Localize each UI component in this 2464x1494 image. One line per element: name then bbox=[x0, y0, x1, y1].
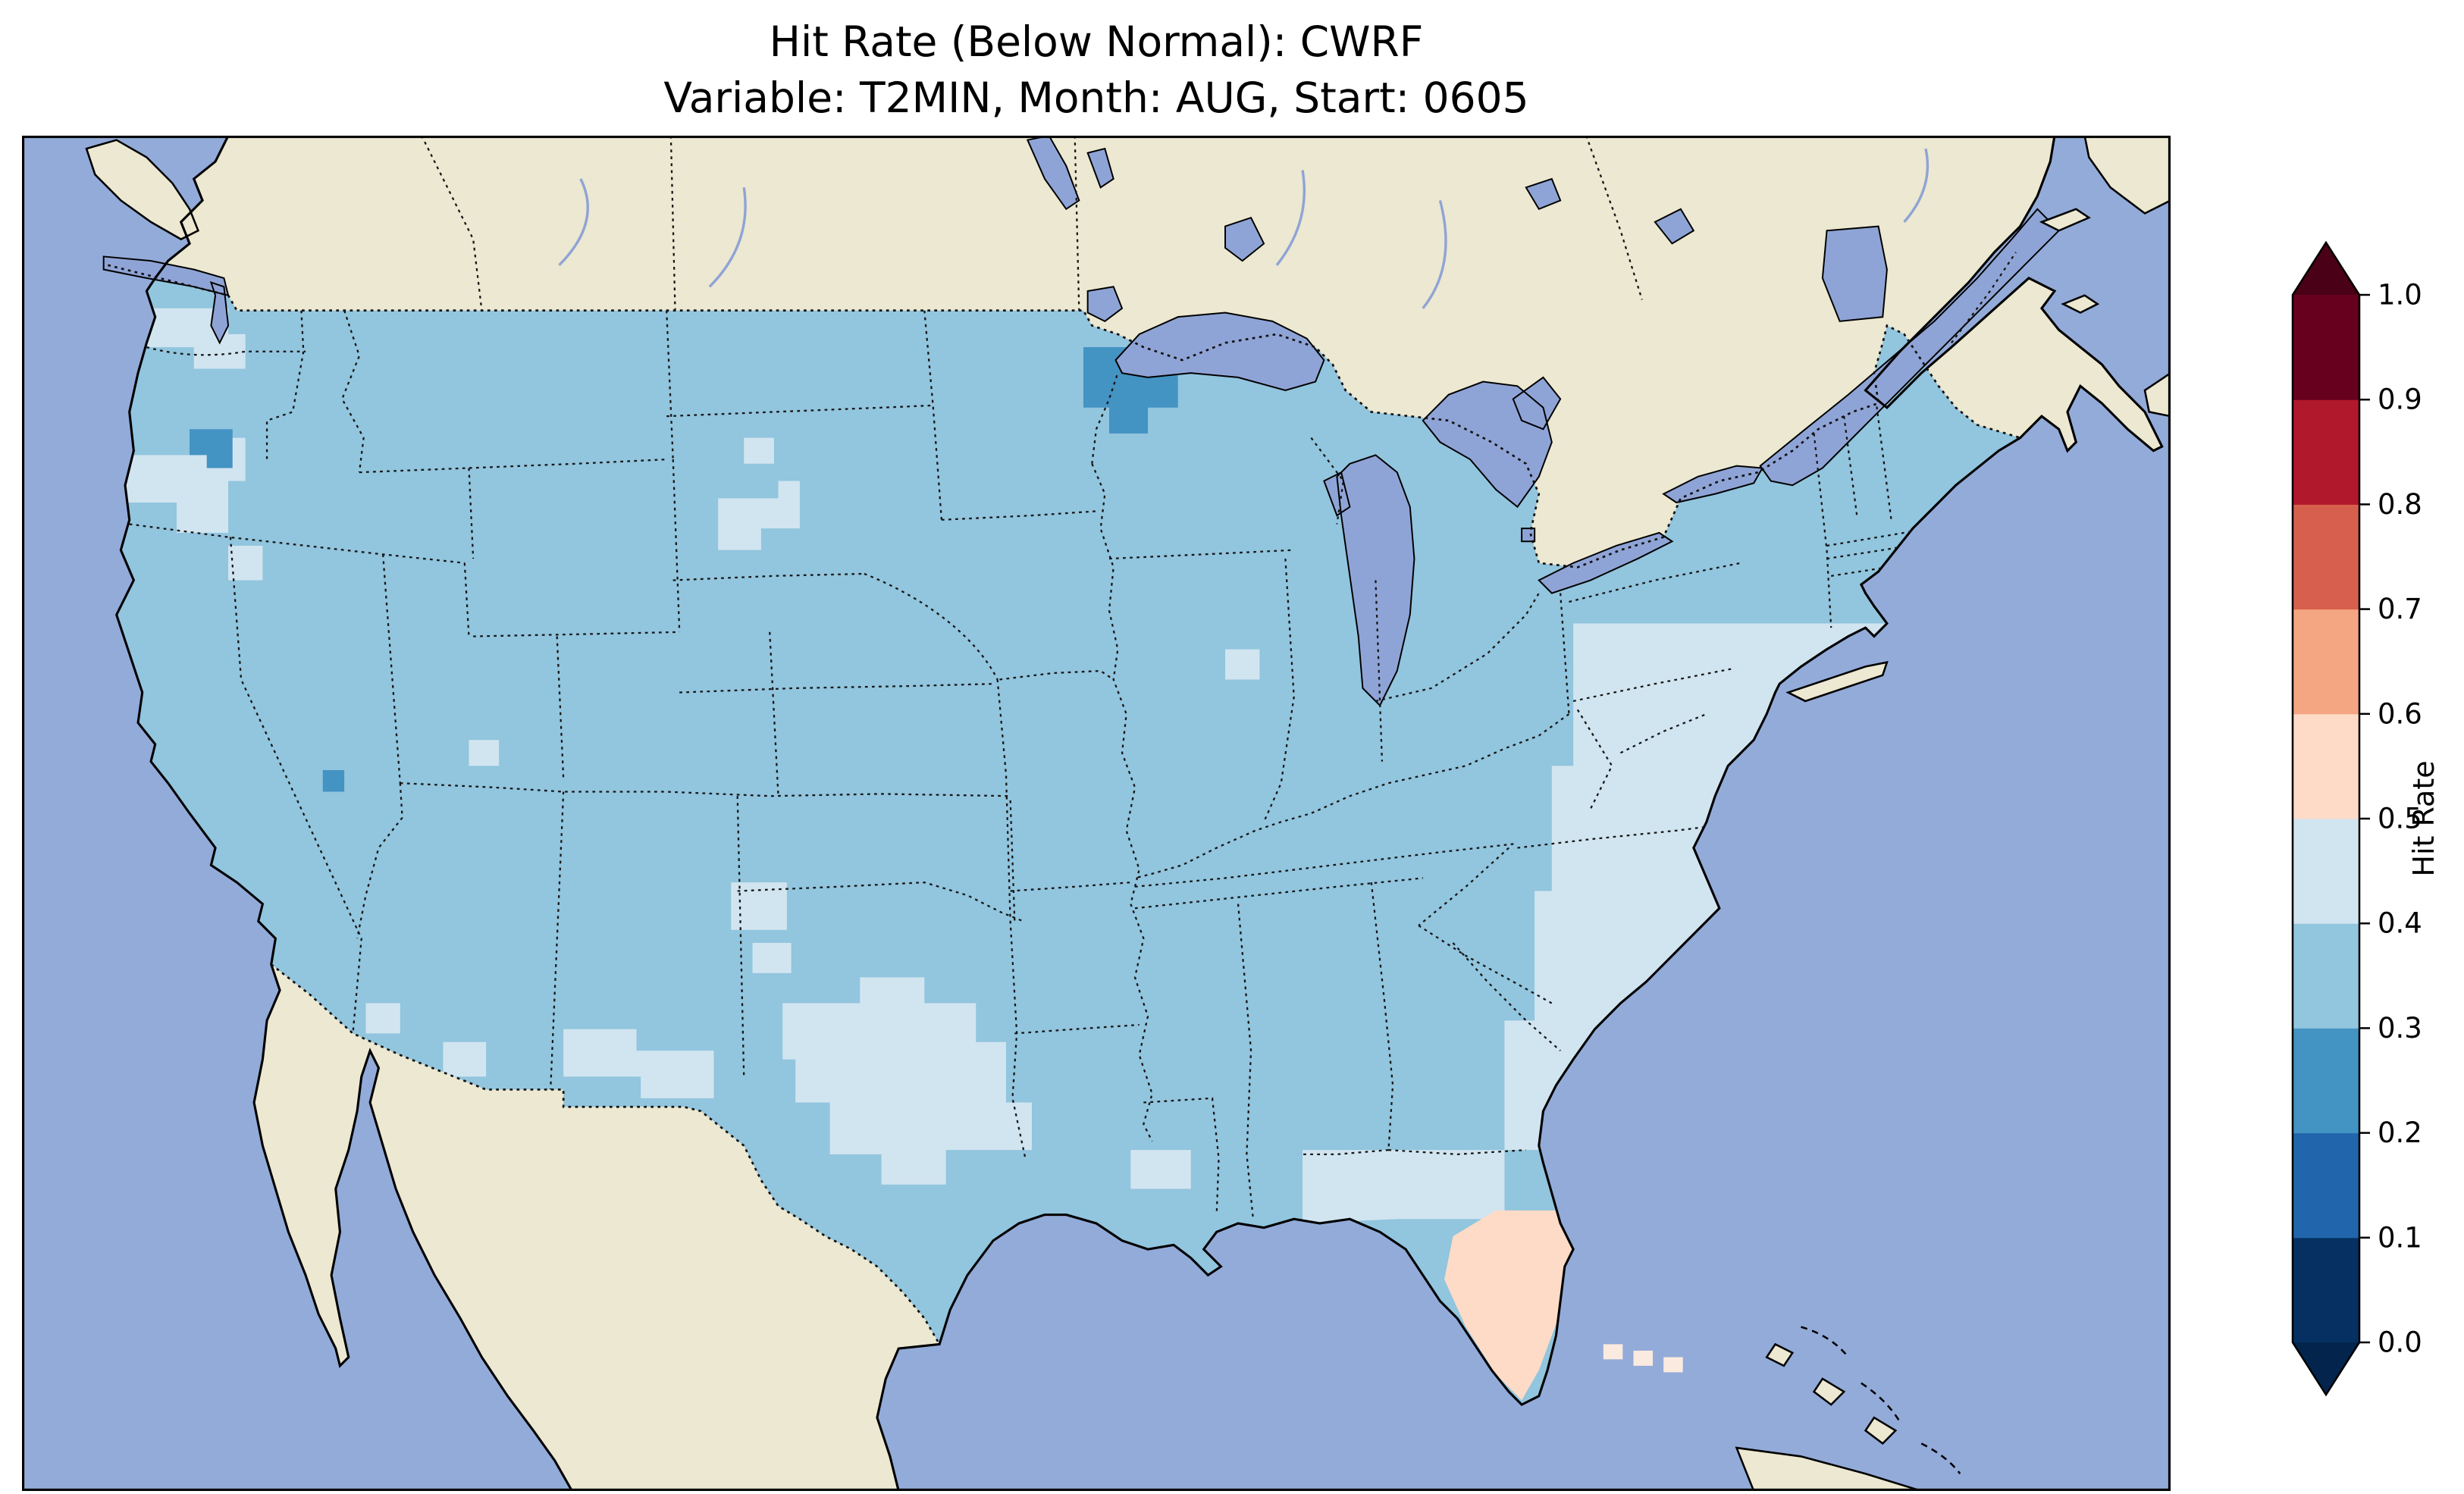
colorbar-segment bbox=[2293, 1028, 2359, 1134]
colorbar-tick-label: 1.0 bbox=[2378, 279, 2422, 312]
colorbar-segment bbox=[2293, 923, 2359, 1029]
state-border-lines-south bbox=[1134, 825, 1711, 1220]
colorbar-axis-label: Hit Rate bbox=[2407, 760, 2440, 876]
vancouver-island bbox=[85, 139, 200, 241]
colorbar-tick-label: 0.1 bbox=[2378, 1221, 2422, 1254]
lake-nipigon bbox=[1224, 216, 1265, 262]
lake-winnipeg bbox=[1026, 136, 1114, 211]
colorbar-segment bbox=[2293, 1237, 2359, 1343]
islands bbox=[85, 136, 2171, 1491]
state-border-lines-midwest bbox=[1091, 372, 1570, 1142]
colorbar-svg: Hit Rate 0.0 0.1 0.2 0.3 0.4 0.5 0.6 0.7 0.8 0.9 1… bbox=[2291, 240, 2440, 1397]
cells-bin-05-06 bbox=[1444, 1210, 1578, 1401]
lake-st-clair bbox=[1521, 528, 1536, 543]
offshore-cell bbox=[1603, 1344, 1623, 1360]
colorbar-segment bbox=[2293, 713, 2359, 819]
axes-frame bbox=[22, 136, 2171, 1491]
pale-cells-florida-panhandle bbox=[1303, 1150, 1505, 1223]
national-borders bbox=[108, 136, 2021, 1345]
pale-cells-texas bbox=[782, 977, 1032, 1185]
us-canada-border bbox=[108, 264, 2021, 568]
lake-erie bbox=[1538, 531, 1674, 594]
map-axes bbox=[22, 136, 2171, 1491]
coastline bbox=[115, 136, 2164, 1491]
pale-cells-southern-nm-az bbox=[365, 1003, 714, 1098]
colorbar-tick-label: 0.9 bbox=[2378, 384, 2422, 416]
quebec-lakes bbox=[1525, 177, 1695, 245]
peach-cells-florida-peninsula bbox=[1444, 1210, 1578, 1401]
colorbar-segment bbox=[2293, 504, 2359, 610]
offshore-cells-florida-keys bbox=[1603, 1344, 1683, 1373]
lake-huron bbox=[1422, 376, 1562, 509]
colorbar-extend-under-arrow bbox=[2293, 1342, 2359, 1395]
colorbar-segment bbox=[2293, 399, 2359, 505]
long-island bbox=[1785, 661, 1889, 703]
lac-saint-jean bbox=[1821, 225, 1888, 322]
figure-title-line2: Variable: T2MIN, Month: AUG, Start: 0605 bbox=[663, 74, 1529, 123]
pale-cells-oregon-nevada bbox=[125, 437, 263, 581]
lake-ontario bbox=[1662, 465, 1764, 504]
bahamas-banks-outline bbox=[1801, 1326, 1961, 1474]
pale-cells-ok-panhandle bbox=[731, 882, 792, 973]
colorbar-segment bbox=[2293, 609, 2359, 715]
colorbar-segment bbox=[2293, 819, 2359, 924]
anticosti-island bbox=[2039, 208, 2091, 232]
colorbar-tick-label: 0.6 bbox=[2378, 697, 2422, 730]
cape-breton bbox=[2143, 371, 2171, 418]
colorbar-segment bbox=[2293, 295, 2359, 400]
colorbar-tick-label: 0.0 bbox=[2378, 1326, 2422, 1359]
newfoundland bbox=[2083, 136, 2171, 215]
state-border-lines-plains bbox=[666, 310, 1140, 1159]
canada-rivers bbox=[558, 148, 1930, 309]
st-lawrence-river bbox=[1759, 208, 2061, 487]
colorbar-tick-label: 0.7 bbox=[2378, 593, 2422, 625]
lake-michigan bbox=[1323, 454, 1415, 707]
us-data-region bbox=[116, 277, 2020, 1405]
pale-cells-south-dakota bbox=[718, 437, 800, 550]
state-border-lines-west bbox=[129, 310, 1024, 1090]
lake-superior bbox=[1114, 312, 1325, 391]
bahamas-islets bbox=[1765, 1342, 1898, 1445]
offshore-cell bbox=[1663, 1357, 1683, 1373]
lakes bbox=[102, 136, 2061, 707]
colorbar-tick-label: 0.3 bbox=[2378, 1012, 2422, 1045]
colorbar-tick-label: 0.4 bbox=[2378, 907, 2422, 940]
offshore-cell bbox=[1633, 1350, 1654, 1366]
colorbar: Hit Rate 0.0 0.1 0.2 0.3 0.4 0.5 0.6 0.7 0.8 0.9 1… bbox=[2282, 235, 2456, 1417]
prince-edward-island bbox=[2061, 294, 2100, 314]
us-mexico-border bbox=[270, 963, 941, 1345]
colorbar-extend-over-arrow bbox=[2293, 243, 2359, 295]
figure-title: Hit Rate (Below Normal): CWRF Variable: … bbox=[0, 14, 2193, 127]
colorbar-tick-label: 0.8 bbox=[2378, 488, 2422, 521]
conus-hit-rate-map bbox=[22, 136, 2171, 1491]
colorbar-segment bbox=[2293, 1132, 2359, 1239]
colorbar-tick-label: 0.2 bbox=[2378, 1117, 2422, 1149]
dark-cell-nevada-utah bbox=[322, 770, 345, 792]
figure-title-line1: Hit Rate (Below Normal): CWRF bbox=[769, 17, 1424, 66]
colorbar-tick-label: 0.5 bbox=[2378, 803, 2422, 835]
dark-cell-oregon bbox=[190, 429, 233, 468]
cuba bbox=[1735, 1446, 1922, 1491]
lake-of-the-woods bbox=[1086, 286, 1124, 323]
